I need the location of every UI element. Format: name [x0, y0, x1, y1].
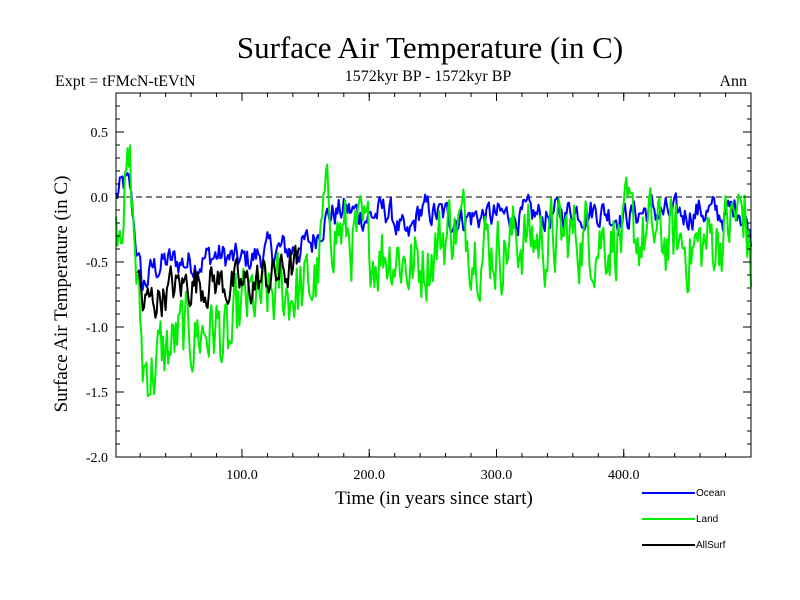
x-tick-label: 300.0 [481, 468, 513, 483]
y-tick-label: -2.0 [86, 451, 108, 466]
plot-area: -2.0 -1.5 -1.0 -0.5 0.0 0.5 100.0 200.0 300.0 400… [86, 92, 752, 551]
series-line-ocean [115, 172, 752, 291]
y-axis-label: Surface Air Temperature (in C) [51, 176, 72, 413]
season-label: Ann [719, 73, 747, 90]
y-tick-label: -1.5 [86, 386, 108, 401]
x-tick-label: 100.0 [226, 468, 258, 483]
experiment-label: Expt = tFMcN-tEVtN [55, 73, 196, 90]
y-tick-label: -0.5 [86, 256, 108, 271]
period-label: 1572kyr BP - 1572kyr BP [345, 68, 512, 85]
y-tick-label: -1.0 [86, 321, 108, 336]
series-line-land [115, 144, 752, 398]
legend-label-land: Land [696, 514, 718, 525]
chart-title: Surface Air Temperature (in C) [237, 30, 623, 65]
x-tick-label: 400.0 [608, 468, 640, 483]
series-line-allsurf [136, 244, 301, 319]
legend-label-allsurf: AllSurf [696, 540, 726, 551]
x-axis-label: Time (in years since start) [335, 488, 533, 509]
x-tick-label: 200.0 [353, 468, 385, 483]
y-tick-label: 0.5 [91, 126, 109, 141]
y-tick-label: 0.0 [91, 191, 109, 206]
legend-label-ocean: Ocean [696, 488, 725, 499]
